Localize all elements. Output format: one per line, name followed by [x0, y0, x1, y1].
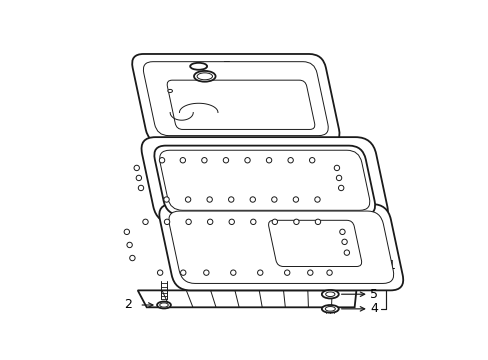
Text: 6: 6 — [315, 100, 323, 113]
Circle shape — [180, 158, 185, 163]
Text: 3: 3 — [245, 114, 253, 127]
Circle shape — [339, 229, 345, 235]
Circle shape — [257, 270, 263, 275]
Text: 7: 7 — [223, 60, 231, 73]
Ellipse shape — [167, 89, 172, 93]
Circle shape — [129, 255, 135, 261]
Text: 4: 4 — [369, 302, 377, 315]
Circle shape — [207, 219, 212, 225]
Circle shape — [293, 197, 298, 202]
Circle shape — [138, 185, 143, 191]
Circle shape — [136, 175, 141, 181]
FancyBboxPatch shape — [159, 150, 369, 210]
FancyBboxPatch shape — [132, 54, 339, 143]
Circle shape — [326, 270, 331, 275]
Ellipse shape — [325, 306, 335, 311]
Circle shape — [336, 175, 341, 181]
FancyBboxPatch shape — [143, 62, 327, 136]
Circle shape — [127, 242, 132, 248]
FancyBboxPatch shape — [141, 137, 387, 223]
Circle shape — [163, 197, 169, 202]
Circle shape — [271, 197, 277, 202]
Circle shape — [203, 270, 208, 275]
Circle shape — [164, 219, 169, 225]
Circle shape — [201, 158, 206, 163]
Circle shape — [293, 219, 299, 225]
Circle shape — [287, 158, 293, 163]
Circle shape — [272, 219, 277, 225]
Ellipse shape — [190, 63, 207, 70]
Text: 2: 2 — [123, 298, 132, 311]
Circle shape — [284, 270, 289, 275]
Circle shape — [341, 239, 346, 244]
Text: 5: 5 — [369, 288, 378, 301]
Circle shape — [134, 165, 139, 171]
Polygon shape — [138, 291, 356, 307]
Ellipse shape — [160, 303, 168, 307]
Ellipse shape — [321, 290, 338, 298]
Circle shape — [244, 158, 250, 163]
Ellipse shape — [194, 71, 215, 82]
Circle shape — [309, 158, 314, 163]
Text: 1: 1 — [387, 259, 395, 272]
Circle shape — [157, 270, 163, 275]
FancyBboxPatch shape — [268, 220, 361, 266]
Circle shape — [223, 158, 228, 163]
Circle shape — [124, 229, 129, 235]
Circle shape — [185, 197, 190, 202]
Ellipse shape — [157, 302, 171, 309]
Circle shape — [159, 158, 164, 163]
Circle shape — [344, 250, 349, 255]
Ellipse shape — [197, 73, 212, 80]
Circle shape — [142, 219, 148, 225]
Circle shape — [230, 270, 236, 275]
Circle shape — [228, 197, 233, 202]
FancyBboxPatch shape — [168, 211, 393, 283]
Circle shape — [314, 197, 320, 202]
Circle shape — [250, 219, 255, 225]
Circle shape — [249, 197, 255, 202]
FancyBboxPatch shape — [167, 80, 314, 130]
Circle shape — [185, 219, 191, 225]
Circle shape — [334, 165, 339, 171]
Circle shape — [206, 197, 212, 202]
Circle shape — [228, 219, 234, 225]
Circle shape — [180, 270, 185, 275]
Circle shape — [266, 158, 271, 163]
Circle shape — [315, 219, 320, 225]
Ellipse shape — [325, 292, 334, 297]
Circle shape — [307, 270, 312, 275]
FancyBboxPatch shape — [154, 145, 374, 215]
Circle shape — [338, 185, 343, 191]
FancyBboxPatch shape — [159, 204, 403, 291]
Ellipse shape — [321, 305, 338, 313]
